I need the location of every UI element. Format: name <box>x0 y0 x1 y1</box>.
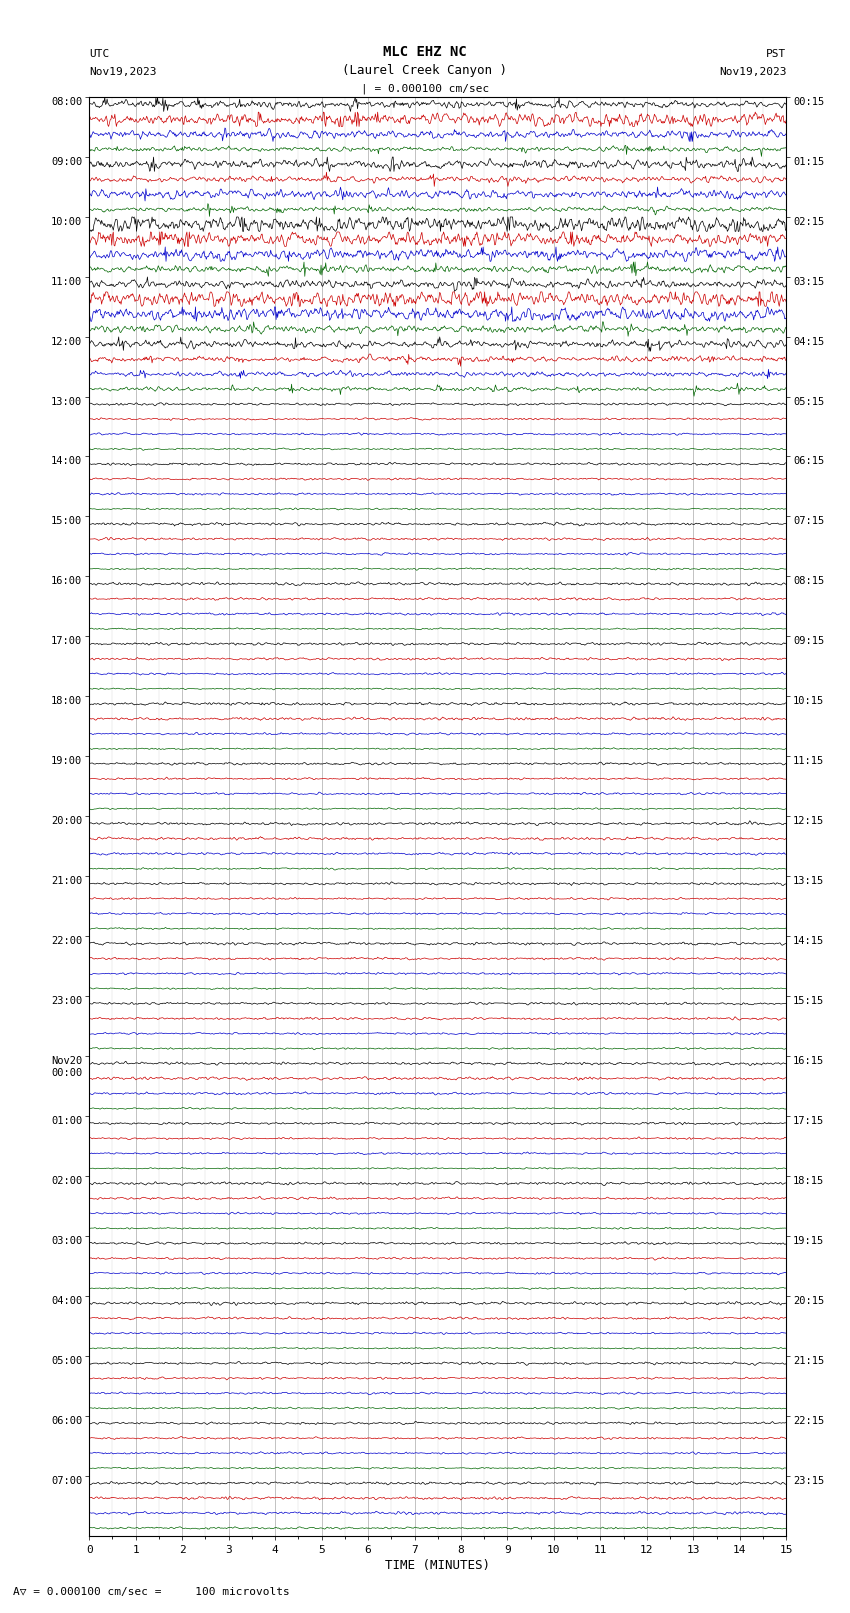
Text: Nov19,2023: Nov19,2023 <box>719 68 786 77</box>
Text: PST: PST <box>766 48 786 58</box>
Text: A▽ = 0.000100 cm/sec =     100 microvolts: A▽ = 0.000100 cm/sec = 100 microvolts <box>13 1587 290 1597</box>
Text: UTC: UTC <box>89 48 110 58</box>
Text: | = 0.000100 cm/sec: | = 0.000100 cm/sec <box>361 84 489 94</box>
Text: Nov19,2023: Nov19,2023 <box>89 68 156 77</box>
Text: MLC EHZ NC: MLC EHZ NC <box>383 45 467 58</box>
Text: (Laurel Creek Canyon ): (Laurel Creek Canyon ) <box>343 65 507 77</box>
X-axis label: TIME (MINUTES): TIME (MINUTES) <box>385 1558 490 1571</box>
